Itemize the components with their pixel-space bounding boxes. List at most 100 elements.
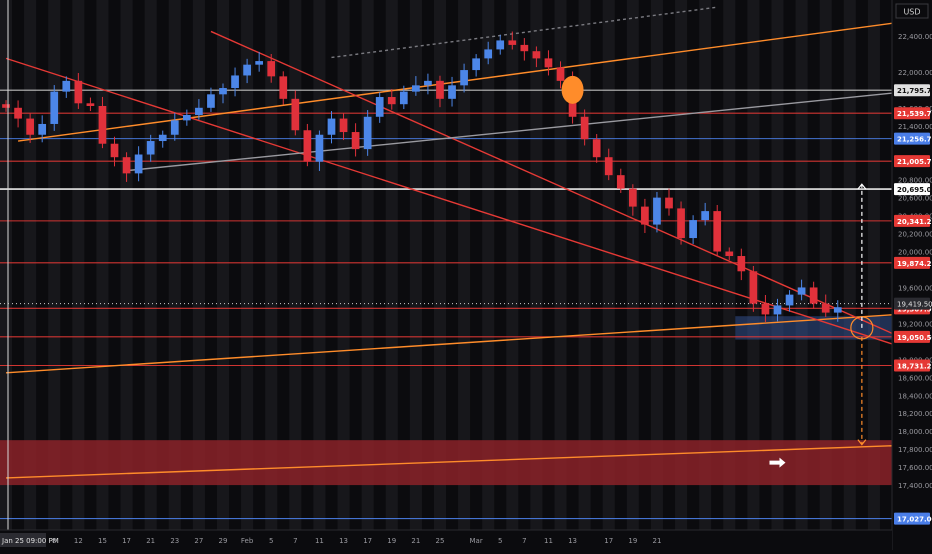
candle-body[interactable]: [484, 49, 493, 59]
trendline[interactable]: [17, 21, 899, 142]
level-price-tag[interactable]: [894, 359, 930, 372]
candle-body[interactable]: [653, 197, 661, 225]
time-tick-label: 17: [122, 537, 131, 545]
session-stripe: [144, 0, 157, 530]
candle-body[interactable]: [74, 80, 83, 104]
trendline[interactable]: [126, 91, 899, 172]
candle-body[interactable]: [363, 116, 372, 150]
candle-body[interactable]: [170, 120, 179, 135]
candle-body[interactable]: [387, 97, 396, 105]
candle-body[interactable]: [122, 157, 131, 174]
candle-body[interactable]: [797, 287, 806, 295]
level-price-tag[interactable]: [894, 84, 930, 97]
candle-body[interactable]: [291, 98, 300, 131]
candle-body[interactable]: [749, 271, 758, 304]
trendline[interactable]: [6, 444, 899, 479]
price-tick-label: 17,600.00: [898, 464, 932, 472]
trendline[interactable]: [210, 30, 899, 337]
candle-body[interactable]: [243, 64, 251, 76]
candle-body[interactable]: [761, 303, 770, 315]
level-price-tag[interactable]: [894, 330, 930, 343]
candle-body[interactable]: [665, 197, 673, 209]
candle-body[interactable]: [182, 114, 191, 121]
candle-body[interactable]: [158, 134, 167, 142]
candle-body[interactable]: [2, 104, 10, 108]
candle-body[interactable]: [86, 103, 95, 106]
candle-body[interactable]: [472, 58, 480, 71]
level-price-tag[interactable]: [894, 256, 930, 269]
level-price-tag[interactable]: [894, 512, 930, 525]
candle-body[interactable]: [677, 208, 685, 239]
candle-body[interactable]: [219, 88, 227, 95]
candle-body[interactable]: [207, 94, 215, 108]
candle-body[interactable]: [580, 116, 589, 140]
candle-body[interactable]: [713, 211, 722, 252]
candle-body[interactable]: [424, 80, 432, 86]
time-tick-label: 15: [98, 537, 107, 545]
time-tick-label: 8: [52, 537, 56, 545]
candle-body[interactable]: [412, 85, 420, 92]
candle-body[interactable]: [195, 107, 203, 115]
trendline[interactable]: [5, 313, 899, 374]
trendline[interactable]: [331, 6, 718, 59]
currency-badge[interactable]: [895, 3, 929, 19]
candle-body[interactable]: [833, 307, 842, 313]
candle-body[interactable]: [785, 294, 794, 306]
candle-body[interactable]: [26, 118, 34, 135]
candle-body[interactable]: [616, 175, 625, 189]
candle-body[interactable]: [773, 305, 782, 315]
current-price-tag[interactable]: [894, 297, 930, 310]
candle-body[interactable]: [737, 256, 746, 272]
price-axis: USD22,400.0022,000.0021,600.0021,400.002…: [891, 0, 932, 550]
candle-body[interactable]: [592, 139, 601, 158]
candle-body[interactable]: [351, 132, 360, 150]
price-tick-label: 18,200.00: [898, 410, 932, 418]
candle-body[interactable]: [231, 75, 239, 89]
candle-body[interactable]: [267, 61, 276, 77]
candle-body[interactable]: [62, 80, 71, 92]
level-price-label: 21,539.75: [897, 110, 932, 118]
candle-body[interactable]: [544, 58, 553, 68]
candle-body[interactable]: [14, 107, 22, 119]
candle-body[interactable]: [315, 134, 324, 162]
arrow-down-head: [857, 439, 867, 446]
candle-body[interactable]: [628, 188, 637, 207]
candle-body[interactable]: [460, 70, 468, 86]
candle-body[interactable]: [327, 118, 336, 135]
candle-body[interactable]: [604, 157, 613, 176]
candle-body[interactable]: [50, 91, 59, 124]
level-price-tag[interactable]: [894, 214, 930, 227]
candle-body[interactable]: [98, 106, 107, 144]
candle-body[interactable]: [508, 40, 517, 45]
level-price-tag[interactable]: [894, 183, 930, 196]
candle-body[interactable]: [436, 80, 444, 99]
candle-body[interactable]: [821, 303, 830, 313]
level-price-tag[interactable]: [894, 132, 930, 145]
level-price-tag[interactable]: [894, 107, 930, 120]
candle-body[interactable]: [448, 85, 456, 99]
candle-body[interactable]: [134, 154, 143, 174]
candle-body[interactable]: [255, 61, 264, 65]
candle-body[interactable]: [701, 211, 710, 221]
level-price-tag[interactable]: [894, 155, 930, 168]
candle-body[interactable]: [279, 76, 288, 99]
candle-body[interactable]: [520, 44, 529, 52]
candle-body[interactable]: [725, 251, 734, 257]
candle-body[interactable]: [339, 118, 348, 133]
candle-body[interactable]: [110, 143, 119, 158]
candle-body[interactable]: [809, 287, 818, 304]
candle-body[interactable]: [146, 141, 155, 155]
candle-body[interactable]: [556, 67, 565, 81]
candle-body[interactable]: [375, 97, 384, 117]
trendline[interactable]: [5, 57, 899, 347]
candle-body[interactable]: [496, 40, 505, 50]
candle-body[interactable]: [399, 91, 408, 105]
candle-body[interactable]: [641, 206, 649, 225]
candle-body[interactable]: [689, 220, 697, 239]
candle-body[interactable]: [38, 123, 47, 135]
candle-body[interactable]: [303, 130, 312, 162]
markers: [7, 0, 874, 530]
candle-body[interactable]: [532, 51, 541, 59]
